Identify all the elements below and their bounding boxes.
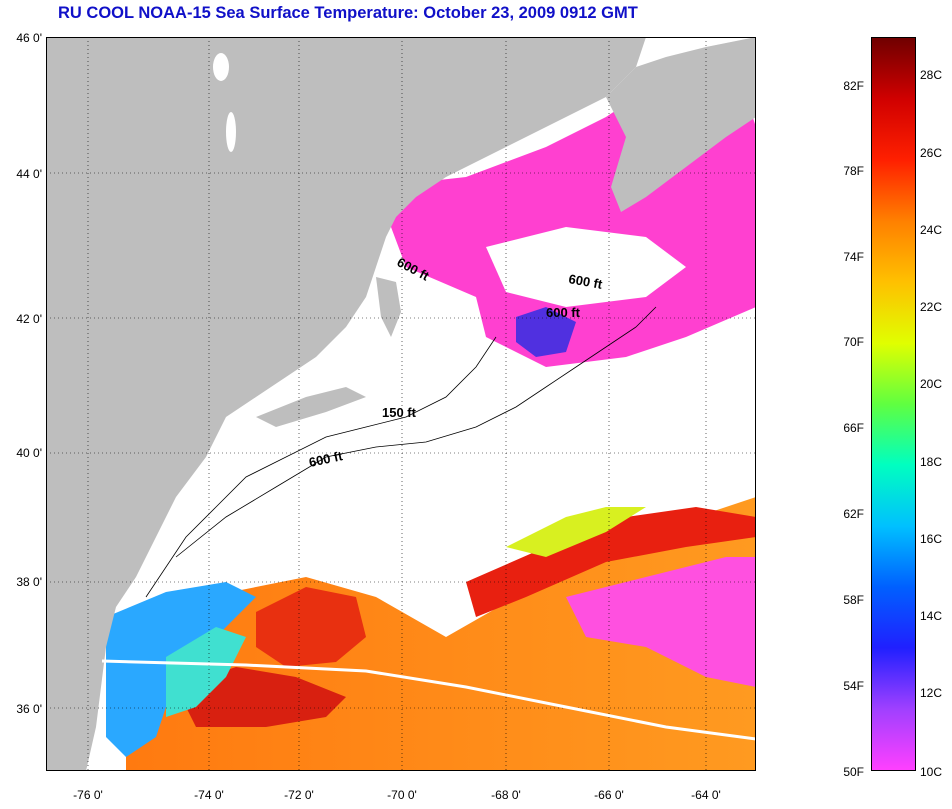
long-island bbox=[256, 387, 366, 427]
lat-label: 42 0' bbox=[16, 312, 42, 326]
lat-label: 44 0' bbox=[16, 167, 42, 181]
colorbar-c-label: 26C bbox=[920, 146, 943, 160]
cape-cod bbox=[376, 277, 401, 337]
lon-label: -68 0' bbox=[491, 788, 521, 802]
colorbar-f-label: 82F bbox=[843, 79, 864, 93]
colorbar-c-label: 22C bbox=[920, 300, 943, 314]
lat-label: 36 0' bbox=[16, 702, 42, 716]
map-frame bbox=[46, 37, 756, 771]
cyan-shelf-water bbox=[166, 627, 246, 717]
colorbar-f-label: 66F bbox=[843, 421, 864, 435]
lat-label: 38 0' bbox=[16, 575, 42, 589]
track-line bbox=[101, 659, 756, 741]
colorbar-f-label: 78F bbox=[843, 164, 864, 178]
lon-label: -66 0' bbox=[594, 788, 624, 802]
isobath-label: 600 ft bbox=[546, 305, 581, 320]
lon-label: -72 0' bbox=[284, 788, 314, 802]
lat-label: 40 0' bbox=[16, 446, 42, 460]
lat-label: 46 0' bbox=[16, 31, 42, 45]
color-bar bbox=[871, 37, 916, 771]
isobath-label: 150 ft bbox=[382, 405, 417, 420]
isobath-150ft bbox=[145, 336, 497, 598]
pink-slope-water bbox=[566, 557, 756, 687]
warm-eddy bbox=[256, 587, 366, 667]
colorbar-c-label: 12C bbox=[920, 686, 943, 700]
colorbar-f-label: 54F bbox=[843, 679, 864, 693]
isobath-label: 600 ft bbox=[308, 448, 345, 470]
colorbar-f-label: 62F bbox=[843, 507, 864, 521]
lake bbox=[226, 112, 236, 152]
sst-map[interactable]: 600 ft 600 ft 600 ft 150 ft 600 ft bbox=[46, 37, 756, 771]
colorbar-f-label: 50F bbox=[843, 765, 864, 779]
colorbar-c-label: 24C bbox=[920, 223, 943, 237]
colorbar-c-label: 14C bbox=[920, 609, 943, 623]
colorbar-f-label: 58F bbox=[843, 593, 864, 607]
colorbar-c-label: 20C bbox=[920, 377, 943, 391]
lon-label: -64 0' bbox=[691, 788, 721, 802]
us-mainland bbox=[46, 37, 646, 771]
colorbar-c-label: 18C bbox=[920, 455, 943, 469]
lon-label: -70 0' bbox=[387, 788, 417, 802]
lake bbox=[213, 53, 229, 81]
colorbar-c-label: 28C bbox=[920, 68, 943, 82]
clear-gap bbox=[486, 227, 686, 307]
sst-map-svg: 600 ft 600 ft 600 ft 150 ft 600 ft bbox=[46, 37, 756, 771]
colorbar-f-label: 74F bbox=[843, 250, 864, 264]
yellow-front bbox=[506, 507, 646, 557]
isobath-600ft bbox=[175, 306, 657, 558]
map-title: RU COOL NOAA-15 Sea Surface Temperature:… bbox=[58, 4, 638, 22]
lon-label: -74 0' bbox=[194, 788, 224, 802]
colorbar-f-label: 70F bbox=[843, 335, 864, 349]
lon-label: -76 0' bbox=[73, 788, 103, 802]
gulf-stream-core bbox=[466, 507, 756, 617]
colorbar-c-label: 10C bbox=[920, 765, 943, 779]
isobath-label: 600 ft bbox=[567, 271, 604, 292]
colorbar-c-label: 16C bbox=[920, 532, 943, 546]
cold-patch-georges bbox=[516, 307, 576, 357]
nova-scotia bbox=[606, 37, 756, 212]
